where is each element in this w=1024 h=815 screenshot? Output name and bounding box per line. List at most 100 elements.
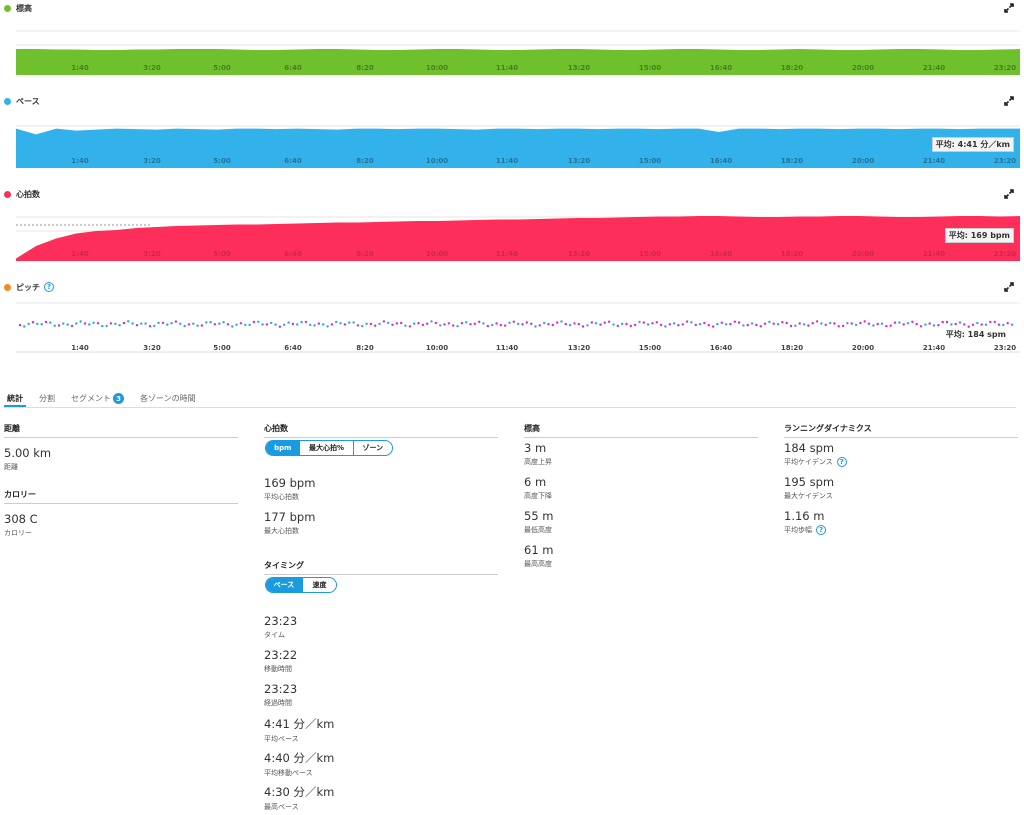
- cadence-point: [244, 323, 247, 327]
- toggle-speed[interactable]: 速度: [301, 578, 336, 592]
- cadence-point: [391, 323, 394, 326]
- x-tick-label: 16:40: [710, 250, 732, 258]
- toggle-max-hr-percent[interactable]: 最大心拍%: [299, 441, 352, 455]
- cadence-point: [209, 321, 212, 324]
- cadence-point: [815, 320, 819, 323]
- cadence-point: [893, 321, 897, 324]
- x-tick-label: 13:20: [568, 64, 590, 72]
- x-tick-label: 21:40: [923, 64, 945, 72]
- cadence-point: [833, 322, 836, 325]
- cadence-point: [1010, 323, 1014, 326]
- avg-cadence-value: 184 spm: [784, 441, 835, 455]
- cadence-point: [915, 322, 918, 326]
- toggle-zones[interactable]: ゾーン: [352, 441, 392, 455]
- avg-moving-pace-label: 平均移動ペース: [264, 769, 313, 777]
- cadence-point: [465, 321, 468, 324]
- tab-zones[interactable]: 各ゾーンの時間: [137, 390, 199, 407]
- cadence-point: [57, 324, 61, 327]
- tab-stats[interactable]: 統計: [4, 390, 26, 407]
- expand-icon[interactable]: [1004, 189, 1014, 199]
- x-tick-label: 18:20: [781, 64, 803, 72]
- cadence-point: [239, 322, 243, 325]
- cadence-point: [620, 322, 624, 326]
- cadence-point: [976, 321, 979, 325]
- cadence-point: [378, 322, 381, 326]
- cadence-point: [261, 323, 264, 326]
- expand-icon[interactable]: [1004, 282, 1014, 292]
- cadence-point: [196, 324, 199, 327]
- cadence-point: [932, 324, 936, 327]
- cadence-point: [841, 324, 845, 328]
- expand-icon[interactable]: [1004, 3, 1014, 13]
- cadence-point: [187, 323, 191, 326]
- pace-average-tag: 平均: 4:41 分／km: [931, 137, 1014, 152]
- toggle-pace[interactable]: ペース: [266, 578, 302, 592]
- cadence-point: [161, 321, 165, 325]
- avg-pace-value: 4:41 分／km: [264, 717, 335, 731]
- cadence-point: [859, 321, 862, 325]
- x-tick-label: 20:00: [852, 344, 874, 352]
- cadence-point: [1006, 322, 1009, 325]
- avg-pace-label: 平均ペース: [264, 735, 299, 743]
- distance-value: 5.00 km: [4, 446, 52, 460]
- tab-segments[interactable]: セグメント 3: [68, 390, 127, 407]
- x-tick-label: 23:20: [994, 250, 1016, 258]
- cadence-point: [382, 320, 386, 323]
- cadence-point: [989, 320, 992, 324]
- cadence-point: [898, 321, 901, 324]
- avg-stride-label-row: 平均歩幅?: [784, 525, 826, 535]
- cadence-point: [92, 321, 95, 324]
- cadence-point: [733, 320, 736, 323]
- expand-icon[interactable]: [1004, 96, 1014, 106]
- cadence-point: [335, 320, 338, 324]
- cadence-point: [18, 323, 22, 327]
- avg-cadence-stat: 184 spm 平均ケイデンス?: [784, 441, 847, 467]
- cadence-point: [200, 324, 204, 327]
- cadence-point: [655, 321, 658, 324]
- toggle-bpm[interactable]: bpm: [266, 441, 300, 455]
- cadence-point: [759, 325, 762, 328]
- help-icon[interactable]: ?: [816, 525, 826, 535]
- cadence-point: [646, 323, 650, 326]
- x-tick-label: 3:20: [143, 250, 161, 258]
- cadence-point: [343, 323, 347, 326]
- cadence-point: [954, 322, 957, 326]
- cadence-point: [902, 323, 905, 326]
- tab-splits[interactable]: 分割: [36, 390, 58, 407]
- cadence-point: [872, 324, 875, 327]
- cadence-point: [456, 325, 459, 328]
- x-tick-label: 11:40: [496, 157, 518, 165]
- help-icon[interactable]: ?: [836, 457, 847, 467]
- x-tick-label: 10:00: [426, 344, 448, 352]
- calories-value: 308 C: [4, 512, 38, 526]
- x-tick-label: 3:20: [143, 344, 161, 352]
- cadence-point: [685, 320, 689, 323]
- cadence-point: [426, 322, 429, 325]
- timing-unit-toggle: ペース 速度: [265, 577, 337, 593]
- cadence-point: [724, 323, 728, 326]
- x-tick-label: 8:20: [356, 157, 374, 165]
- cadence-point: [148, 325, 152, 328]
- elevation-area: [16, 49, 1020, 75]
- help-icon[interactable]: ?: [44, 282, 54, 292]
- cadence-point: [404, 324, 407, 327]
- heart-rate-unit-toggle: bpm 最大心拍% ゾーン: [265, 440, 393, 456]
- cadence-point: [135, 324, 139, 327]
- avg-heart-rate-value: 169 bpm: [264, 476, 316, 490]
- cadence-point: [387, 321, 390, 325]
- cadence-point: [291, 322, 295, 326]
- max-cadence-stat: 195 spm 最大ケイデンス: [784, 475, 834, 501]
- elapsed-time-label: 経過時間: [264, 699, 292, 707]
- hr-area: [16, 216, 1020, 261]
- x-tick-label: 10:00: [426, 250, 448, 258]
- elevation-loss-stat: 6 m 高度下降: [524, 475, 552, 501]
- distance-section: 距離 5.00 km 距離: [4, 423, 238, 472]
- cadence-point: [144, 322, 147, 325]
- cadence-point: [543, 321, 546, 325]
- cadence-point: [109, 322, 113, 325]
- elevation-gain-value: 3 m: [524, 441, 547, 455]
- cadence-point: [179, 322, 182, 325]
- time-label: タイム: [264, 631, 285, 639]
- cadence-point: [118, 324, 121, 327]
- cadence-point: [296, 323, 299, 326]
